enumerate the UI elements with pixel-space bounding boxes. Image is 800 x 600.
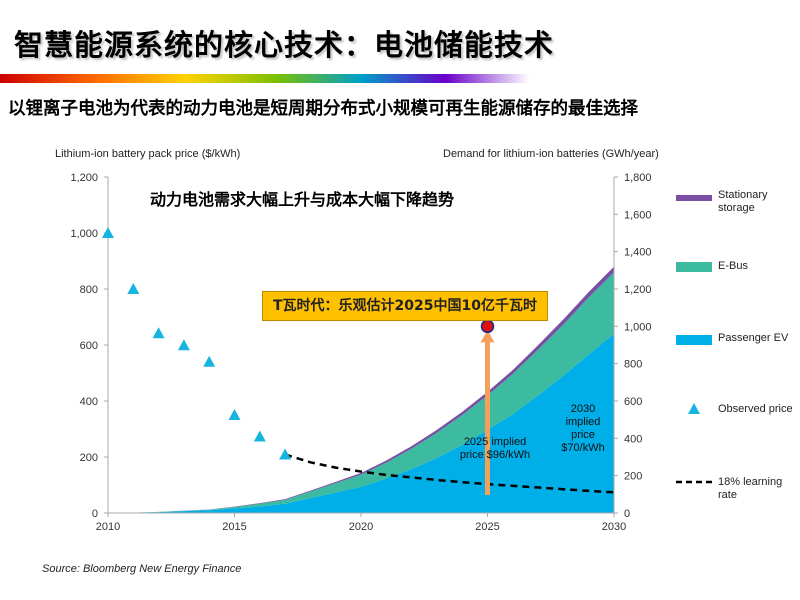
rainbow-divider bbox=[0, 74, 530, 83]
x-tick-label: 2020 bbox=[349, 521, 373, 533]
right-tick-label: 1,000 bbox=[624, 321, 652, 333]
right-tick-label: 1,400 bbox=[624, 247, 652, 259]
right-tick-label: 800 bbox=[624, 359, 642, 371]
legend-triangle-icon bbox=[688, 403, 700, 414]
right-tick-label: 600 bbox=[624, 396, 642, 408]
right-tick-label: 400 bbox=[624, 433, 642, 445]
arrow-head bbox=[480, 330, 495, 343]
forecast-marker bbox=[480, 319, 495, 334]
legend-label-stationary: Stationary storage bbox=[718, 189, 768, 214]
right-tick-label: 1,800 bbox=[624, 172, 652, 184]
source-note: Source: Bloomberg New Energy Finance bbox=[42, 563, 242, 575]
legend-dash-icon bbox=[676, 480, 712, 484]
observed-price-point bbox=[177, 339, 190, 351]
right-tick-label: 1,200 bbox=[624, 284, 652, 296]
legend-swatch-passenger-ev bbox=[676, 335, 712, 345]
observed-price-point bbox=[203, 355, 216, 367]
legend-label-passenger-ev: Passenger EV bbox=[718, 332, 789, 344]
label-2030-implied: 2030 implied price $70/kWh bbox=[561, 403, 605, 454]
observed-price-point bbox=[279, 448, 292, 460]
observed-price-point bbox=[127, 283, 140, 294]
label-2025-implied: 2025 implied price $96/kWh bbox=[459, 436, 531, 461]
observed-price-point bbox=[228, 409, 241, 420]
legend-label-learning-rate: 18% learning rate bbox=[718, 476, 783, 501]
axes-layer: 0 200 400 600 800 1,000 1,200 0 200 400 600 800 1,00… bbox=[70, 172, 651, 533]
slide-subtitle: 以锂离子电池为代表的动力电池是短周期分布式小规模可再生能源储存的最佳选择 bbox=[8, 99, 638, 119]
right-tick-label: 1,600 bbox=[624, 209, 652, 221]
right-axis-title: Demand for lithium-ion batteries (GWh/ye… bbox=[443, 148, 659, 160]
callout-box: T瓦时代：乐观估计2025中国10亿千瓦时 bbox=[262, 291, 548, 321]
chart-title: 动力电池需求大幅上升与成本大幅下降趋势 bbox=[150, 190, 455, 209]
right-tick-label: 0 bbox=[624, 508, 630, 520]
left-tick-label: 1,000 bbox=[70, 228, 98, 240]
overlay-layer bbox=[102, 227, 615, 495]
left-tick-label: 400 bbox=[80, 396, 98, 408]
x-tick-label: 2030 bbox=[602, 521, 626, 533]
observed-price-point bbox=[102, 227, 114, 238]
left-tick-label: 600 bbox=[80, 340, 98, 352]
legend-label-observed: Observed price bbox=[718, 403, 793, 415]
right-tick-label: 200 bbox=[624, 471, 642, 483]
observed-price-point bbox=[152, 327, 165, 339]
x-tick-label: 2015 bbox=[222, 521, 246, 533]
left-tick-label: 200 bbox=[80, 452, 98, 464]
learning-rate-line bbox=[284, 453, 615, 494]
legend-label-ebus: E-Bus bbox=[718, 260, 748, 272]
x-tick-label: 2010 bbox=[96, 521, 120, 533]
left-axis-title: Lithium-ion battery pack price ($/kWh) bbox=[55, 148, 241, 160]
left-tick-label: 800 bbox=[80, 284, 98, 296]
left-tick-label: 1,200 bbox=[70, 172, 98, 184]
left-tick-label: 0 bbox=[92, 508, 98, 520]
area-e-bus bbox=[108, 272, 614, 513]
x-tick-label: 2025 bbox=[475, 521, 499, 533]
legend-swatch-ebus bbox=[676, 262, 712, 272]
slide-title: 智慧能源系统的核心技术：电池储能技术 bbox=[14, 28, 555, 62]
legend-swatch-stationary bbox=[676, 195, 712, 201]
observed-price-point bbox=[253, 430, 266, 442]
arrow-shaft bbox=[485, 340, 490, 495]
